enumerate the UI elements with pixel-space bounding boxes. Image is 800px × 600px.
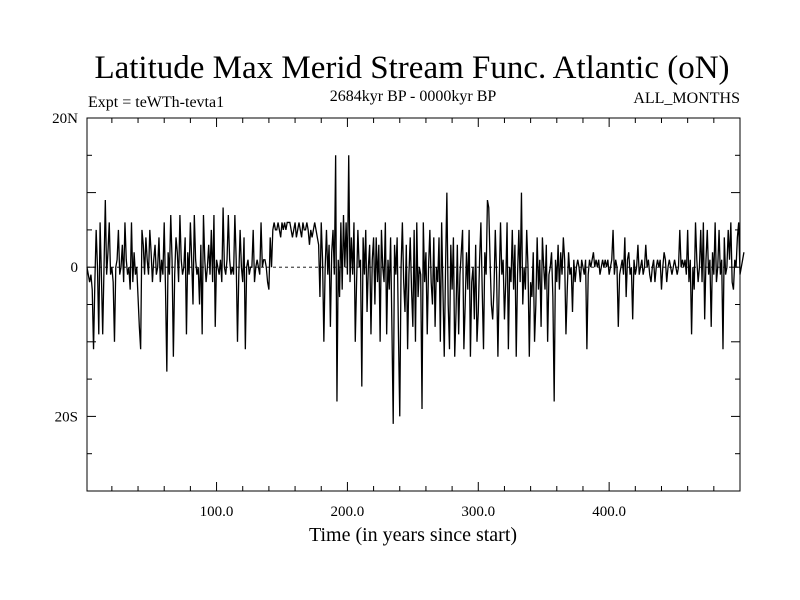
x-tick-label: 100.0 [200,504,234,520]
y-tick-label: 0 [71,260,79,276]
x-tick-label: 200.0 [331,504,365,520]
chart-title: Latitude Max Merid Stream Func. Atlantic… [94,50,729,86]
period-label: 2684kyr BP - 0000kyr BP [330,88,497,105]
x-tick-label: 400.0 [592,504,626,520]
months-label: ALL_MONTHS [633,90,740,107]
experiment-label: Expt = teWTh-tevta1 [88,94,224,111]
x-axis-label: Time (in years since start) [309,524,517,546]
x-tick-label: 300.0 [461,504,495,520]
y-tick-label: 20S [55,409,78,425]
axis-ticks: 100.0 200.0 300.0 400.0 20N 0 20S [52,111,740,520]
y-tick-label: 20N [52,111,78,127]
data-series-line [86,155,745,424]
